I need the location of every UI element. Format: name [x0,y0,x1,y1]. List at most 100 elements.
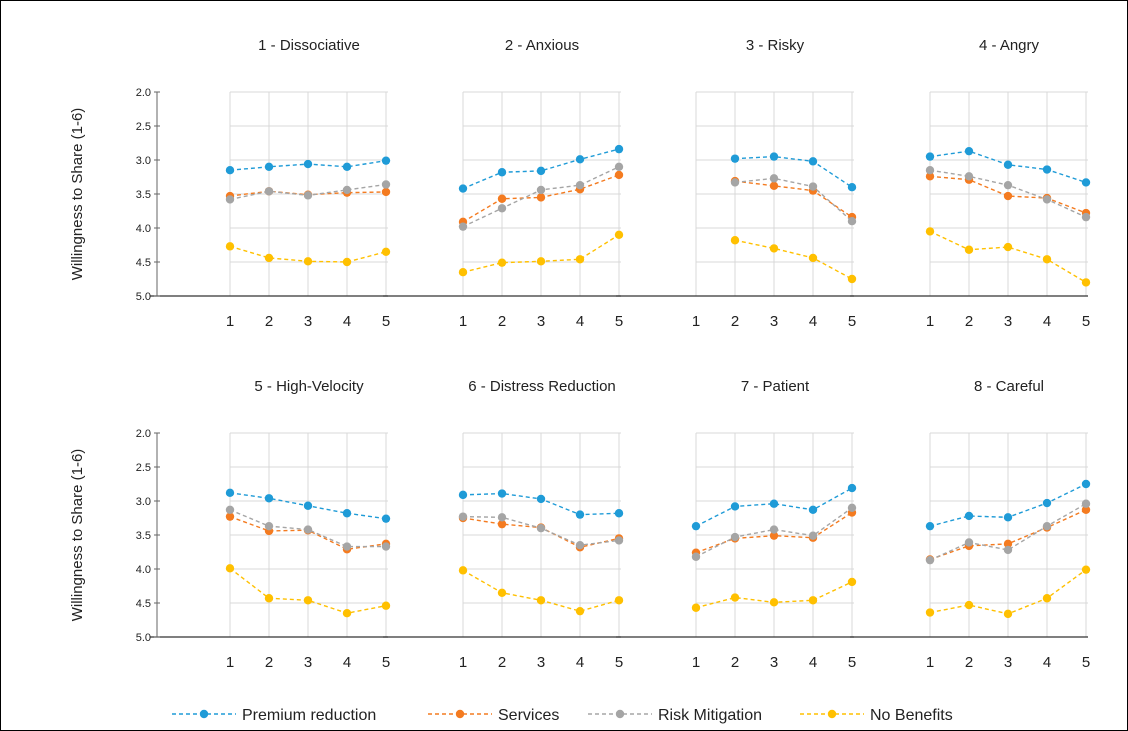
data-point [808,505,818,515]
data-point [925,166,935,175]
data-point [691,603,701,612]
data-point [1003,545,1013,555]
series-line-premium-reduction [734,155,853,188]
data-point [730,593,740,602]
panel-title-2: 2 - Anxious [505,37,579,54]
panel-title-7: 7 - Patient [741,378,810,395]
x-tick-label: 3 [770,654,778,671]
x-tick-label: 4 [576,313,584,330]
data-point [1081,278,1091,287]
series-line-services [734,180,853,218]
data-point [614,170,624,180]
y-axis-label: Willingness to Share (1-6) [69,449,86,622]
x-tick-label: 4 [343,654,351,671]
data-point [381,180,391,189]
data-point [769,152,779,161]
data-point [769,499,779,508]
data-point [1081,479,1091,489]
x-tick-label: 3 [770,313,778,330]
x-tick-label: 5 [382,313,390,330]
data-point [614,536,624,545]
data-point [381,601,391,610]
data-point [925,227,935,236]
data-point [808,596,818,605]
series-line-premium-reduction [462,148,620,190]
y-tick-label: 5.0 [136,291,151,303]
data-point [1042,255,1052,264]
data-point [458,512,468,521]
series-line-risk-mitigation [229,509,386,548]
x-tick-label: 5 [1082,313,1090,330]
y-tick-label: 4.0 [136,223,151,235]
x-tick-label: 5 [382,654,390,671]
data-point [497,194,507,203]
panel-title-3: 3 - Risky [746,37,805,54]
x-tick-label: 1 [926,313,934,330]
y-tick-label: 4.0 [136,564,151,576]
data-point [614,144,624,154]
data-point [575,155,585,164]
data-point [381,187,391,197]
panel-title-4: 4 - Angry [979,37,1040,54]
legend-label-3: Risk Mitigation [658,707,762,724]
data-point [1003,609,1013,619]
data-point [1042,165,1052,174]
data-point [769,598,779,607]
data-point [536,185,546,195]
data-point [614,596,624,605]
data-point [964,146,974,156]
data-point [730,154,740,163]
data-point [458,566,468,575]
x-tick-label: 2 [265,313,273,330]
data-point [1081,505,1091,515]
data-point [925,555,935,565]
data-point [1003,160,1013,169]
legend-label-1: Premium reduction [242,707,376,724]
series-line-premium-reduction [695,487,853,527]
x-tick-label: 1 [226,313,234,330]
data-point [769,525,779,534]
data-point [1003,513,1013,522]
y-tick-label: 4.5 [136,257,151,269]
data-point [342,609,352,618]
legend-label-4: No Benefits [870,707,953,724]
x-tick-label: 5 [1082,654,1090,671]
panel-title-8: 8 - Careful [974,378,1044,395]
data-point [225,488,235,498]
x-tick-label: 2 [731,313,739,330]
data-point [264,253,274,263]
x-tick-label: 5 [615,654,623,671]
data-point [847,577,857,587]
x-tick-label: 4 [1043,654,1051,671]
data-point [497,489,507,498]
data-point [264,162,274,171]
data-point [769,181,779,191]
data-point [225,195,235,204]
x-tick-label: 4 [1043,313,1051,330]
data-point [691,521,701,531]
data-point [1042,594,1052,603]
x-tick-label: 3 [537,313,545,330]
x-tick-label: 1 [459,654,467,671]
data-point [536,166,546,176]
panel-title-5: 5 - High-Velocity [254,378,364,395]
data-point [225,166,235,175]
x-tick-label: 3 [1004,313,1012,330]
data-point [925,172,935,181]
data-point [381,156,391,165]
data-point [303,191,313,200]
data-point [264,594,274,603]
x-tick-label: 2 [498,313,506,330]
data-point [497,519,507,529]
data-point [342,162,352,171]
y-tick-label: 3.0 [136,155,151,167]
x-tick-label: 3 [304,654,312,671]
data-point [1003,191,1013,201]
y-tick-label: 2.0 [136,87,151,99]
y-tick-label: 2.5 [136,121,151,133]
x-tick-label: 1 [692,654,700,671]
data-point [536,596,546,605]
series-line-risk-mitigation [695,507,853,558]
data-point [497,204,507,213]
data-point [691,552,701,561]
